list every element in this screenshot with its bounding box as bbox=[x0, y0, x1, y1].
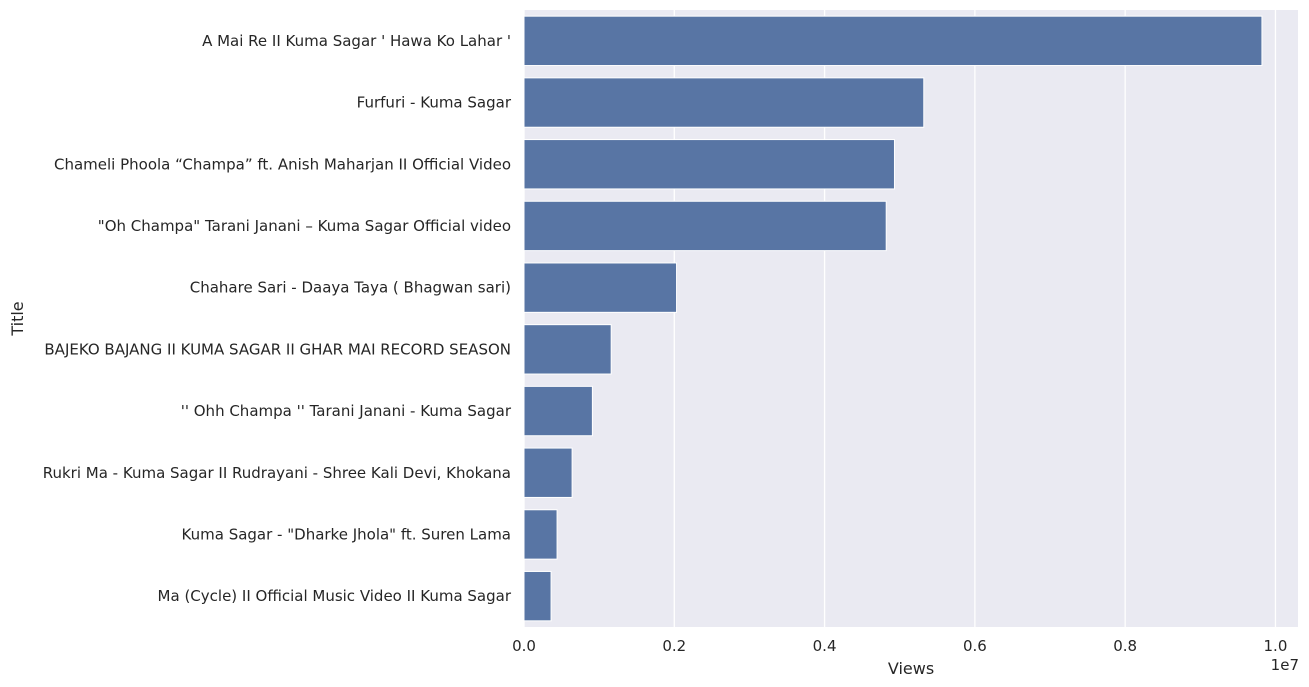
y-tick-label: Ma (Cycle) II Official Music Video II Ku… bbox=[158, 587, 512, 605]
y-tick-labels: A Mai Re II Kuma Sagar ' Hawa Ko Lahar '… bbox=[43, 32, 512, 605]
bar bbox=[523, 385, 593, 437]
y-tick-label: Furfuri - Kuma Sagar bbox=[357, 94, 512, 112]
x-tick-label: 0.8 bbox=[1113, 637, 1137, 655]
y-tick-label: BAJEKO BAJANG II KUMA SAGAR II GHAR MAI … bbox=[44, 340, 511, 358]
bars bbox=[523, 15, 1263, 622]
y-axis-label: Title bbox=[8, 301, 27, 336]
x-tick-label: 0.2 bbox=[662, 637, 686, 655]
x-tick-label: 0.6 bbox=[963, 637, 987, 655]
bar bbox=[523, 324, 612, 375]
y-tick-label: A Mai Re II Kuma Sagar ' Hawa Ko Lahar ' bbox=[202, 32, 511, 50]
x-tick-labels: 0.0 0.2 0.4 0.6 0.8 1.0 bbox=[512, 637, 1287, 655]
y-tick-label: Chameli Phoola “Champa” ft. Anish Maharj… bbox=[54, 155, 511, 173]
y-tick-label: Kuma Sagar - "Dharke Jhola" ft. Suren La… bbox=[182, 525, 511, 543]
y-tick-label: Chahare Sari - Daaya Taya ( Bhagwan sari… bbox=[190, 279, 511, 297]
bar bbox=[523, 200, 887, 252]
bar bbox=[523, 447, 573, 498]
y-tick-label: "Oh Champa" Tarani Janani – Kuma Sagar O… bbox=[98, 217, 511, 235]
bar bbox=[523, 262, 678, 313]
bar bbox=[523, 139, 895, 190]
x-tick-label: 0.0 bbox=[512, 637, 536, 655]
bar bbox=[523, 77, 925, 128]
bar bbox=[523, 15, 1263, 67]
x-axis-label: Views bbox=[888, 659, 934, 678]
x-tick-label: 1.0 bbox=[1264, 637, 1288, 655]
y-tick-label: Rukri Ma - Kuma Sagar II Rudrayani - Shr… bbox=[43, 464, 511, 482]
y-tick-label: '' Ohh Champa '' Tarani Janani - Kuma Sa… bbox=[181, 402, 512, 420]
x-axis-offset-text: 1e7 bbox=[1271, 656, 1299, 674]
x-tick-label: 0.4 bbox=[813, 637, 837, 655]
bar bbox=[523, 509, 558, 560]
bar bbox=[523, 570, 552, 622]
